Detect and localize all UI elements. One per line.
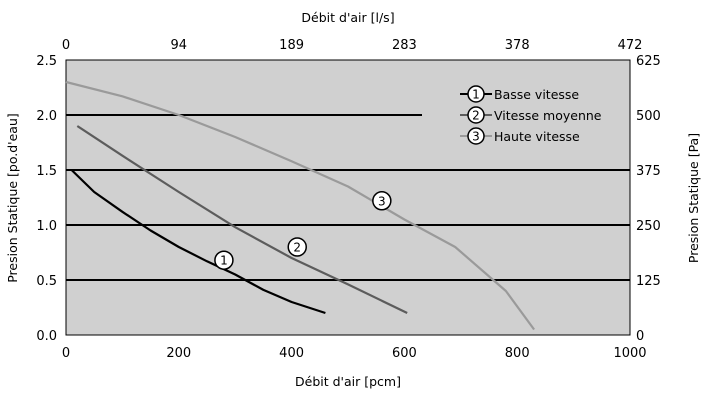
legend-marker-label: 3	[472, 130, 480, 144]
series-line-2	[76, 125, 408, 314]
series-line-1	[70, 169, 326, 315]
x2-tick-label: 283	[392, 38, 417, 53]
x2-tick-label: 0	[62, 38, 70, 53]
x2-tick-label: 472	[618, 38, 643, 53]
y-axis-title: Presion Statique [po.d'eau]	[5, 113, 20, 283]
x-tick-label: 600	[392, 346, 417, 361]
series-lines	[65, 80, 535, 331]
series-markers: 1 2 3	[214, 191, 392, 270]
y-tick-label: 2.5	[36, 54, 57, 69]
y2-tick-label: 375	[636, 164, 661, 179]
legend-marker	[467, 85, 485, 103]
x-tick-label: 200	[166, 346, 191, 361]
y-tick-label: 1.5	[36, 164, 57, 179]
y-tick-label: 2.0	[36, 109, 57, 124]
y-tick-label: 0.0	[36, 329, 57, 344]
legend: 1 Basse vitesse 2 Vitesse moyenne 3 Haute vit…	[460, 85, 602, 145]
marker-circle	[214, 250, 234, 270]
series-line-3	[65, 80, 535, 331]
legend-label: Vitesse moyenne	[494, 108, 602, 123]
x2-axis-ticks: 0 94 189 283 378 472	[62, 38, 643, 53]
legend-item: 3 Haute vitesse	[460, 127, 580, 145]
y2-tick-label: 500	[636, 109, 661, 124]
legend-marker	[467, 127, 485, 145]
y-tick-label: 1.0	[36, 219, 57, 234]
marker-label: 2	[293, 241, 301, 255]
marker-label: 3	[378, 194, 386, 208]
x2-tick-label: 378	[505, 38, 530, 53]
x-tick-label: 0	[62, 346, 70, 361]
marker-circle	[372, 191, 392, 211]
marker-label: 1	[220, 254, 228, 268]
legend-label: Basse vitesse	[494, 87, 579, 102]
y2-tick-label: 125	[636, 274, 661, 289]
x-axis-title: Débit d'air [pcm]	[295, 374, 401, 389]
x-tick-label: 400	[279, 346, 304, 361]
y2-axis-title: Presion Statique [Pa]	[686, 133, 701, 263]
x-tick-label: 1000	[613, 346, 646, 361]
x2-axis-title: Débit d'air [l/s]	[301, 10, 394, 25]
x2-tick-label: 94	[171, 38, 188, 53]
y2-tick-label: 625	[636, 54, 661, 69]
y2-tick-label: 250	[636, 219, 661, 234]
plot-area	[65, 59, 631, 336]
y2-tick-label: 0	[636, 329, 644, 344]
x-axis-ticks: 0 200 400 600 800 1000	[62, 346, 647, 361]
legend-marker	[467, 106, 485, 124]
legend-item: 1 Basse vitesse	[460, 85, 579, 103]
x-tick-label: 800	[505, 346, 530, 361]
y2-axis-ticks: 0 125 250 375 500 625	[636, 54, 661, 344]
legend-item: 2 Vitesse moyenne	[460, 106, 602, 124]
marker-circle	[287, 237, 307, 257]
legend-marker-label: 1	[472, 88, 480, 102]
grid-lines	[66, 114, 630, 281]
x2-tick-label: 189	[279, 38, 304, 53]
series-marker-1: 1	[214, 250, 234, 270]
series-marker-2: 2	[287, 237, 307, 257]
y-tick-label: 0.5	[36, 274, 57, 289]
series-marker-3: 3	[372, 191, 392, 211]
y-axis-ticks: 0.0 0.5 1.0 1.5 2.0 2.5	[36, 54, 57, 344]
legend-marker-label: 2	[472, 109, 480, 123]
legend-label: Haute vitesse	[494, 129, 580, 144]
